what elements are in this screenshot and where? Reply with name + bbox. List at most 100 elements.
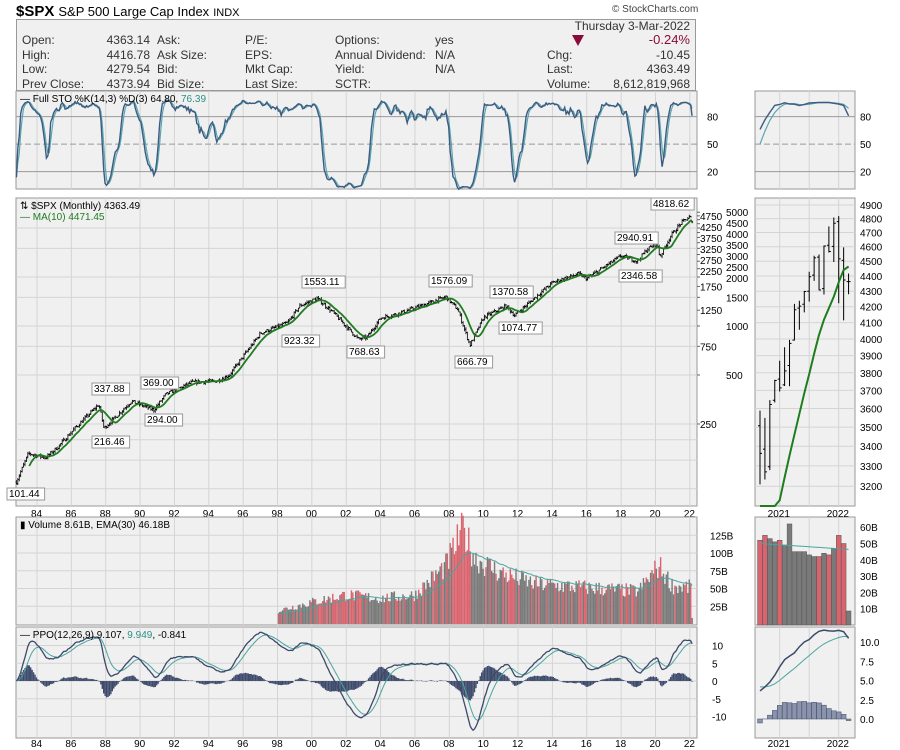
ppo-hist-bar [354, 681, 357, 690]
ppo-hist-bar [681, 673, 683, 681]
ppo-hist-bar [88, 679, 91, 681]
ppo-hist-bar [661, 681, 663, 687]
ppo-hist-bar [526, 678, 529, 681]
ppo-hist-bar [47, 681, 49, 686]
detail-volume-bar [772, 541, 778, 626]
quote-field: yes [435, 33, 454, 47]
ppo-hist-bar [377, 667, 380, 681]
volume-bar [432, 571, 434, 624]
volume-bar [515, 568, 517, 624]
ppo-hist-bar [52, 681, 55, 684]
ppo-hist-bar [529, 676, 532, 681]
ppo-hist-bar [611, 678, 613, 681]
volume-bar [293, 609, 295, 624]
detail-volume-bar [821, 553, 827, 626]
ppo-hist-bar [599, 680, 602, 681]
ppo-hist-bar [356, 681, 358, 689]
volume-bar [332, 593, 334, 624]
ppo-hist-bar [207, 681, 209, 685]
volume-bar [377, 603, 380, 624]
ppo-hist-bar [448, 681, 450, 683]
ppo-hist-bar [452, 681, 454, 686]
volume-bar [442, 579, 444, 624]
quote-values-4: yes N/A N/A [435, 33, 455, 91]
volume-bar [661, 576, 663, 624]
ppo-hist-bar [541, 676, 543, 681]
stockcharts-credit[interactable]: © StockCharts.com [612, 4, 699, 15]
volume-bar [639, 582, 642, 624]
volume-tick-label: 75B [710, 567, 728, 578]
volume-bar [565, 583, 567, 624]
ppo-hist-bar [334, 681, 337, 692]
ppo-hist-bar [40, 681, 42, 683]
ppo-hist-bar [206, 681, 208, 685]
volume-bar [403, 596, 406, 624]
volume-bar [327, 596, 330, 624]
ppo-hist-bar [586, 681, 589, 687]
ppo-hist-bar [274, 681, 277, 685]
ppo-hist-bar [582, 681, 585, 685]
volume-bar [334, 599, 337, 624]
detail-price-bar [836, 216, 841, 304]
ppo-hist-bar [480, 672, 483, 681]
quote-field: Prev Close: [22, 76, 85, 91]
volume-bar [462, 515, 464, 624]
volume-tick-label: 50B [710, 585, 728, 596]
ppo-hist-bar [217, 681, 219, 684]
volume-bar [641, 589, 643, 624]
volume-bar [558, 591, 560, 624]
detail-volume-ema [759, 543, 849, 550]
volume-bar [453, 554, 456, 624]
ppo-hist-bar [148, 681, 151, 686]
detail-ppo-tick: 0.0 [860, 715, 874, 726]
detail-price-tick: 3800 [860, 369, 883, 380]
ppo-hist-bar [87, 678, 89, 681]
volume-bar [529, 576, 532, 624]
ppo-hist-bar [652, 676, 655, 681]
ppo-hist-bar [634, 681, 636, 687]
x-tick-label: 08 [443, 739, 455, 750]
ppo-hist-bar [589, 681, 592, 686]
price-annotation: 923.32 [284, 336, 315, 347]
volume-bar [681, 591, 683, 624]
ppo-hist-bar [82, 678, 85, 681]
ppo-hist-bar [528, 677, 530, 681]
ppo-hist-bar [284, 681, 287, 685]
quote-field: P/E: [245, 33, 268, 47]
ppo-hist-bar [37, 679, 39, 681]
volume-bar [277, 613, 280, 624]
volume-bars [277, 512, 693, 624]
ppo-hist-bar [606, 678, 609, 681]
ppo-hist-bar [359, 681, 361, 687]
volume-bar [302, 603, 304, 624]
ppo-hist-bar [157, 681, 159, 684]
volume-bar [678, 585, 680, 624]
volume-bar [542, 590, 544, 624]
ppo-hist-bar [375, 671, 377, 681]
ppo-hist-bar [323, 681, 325, 689]
ppo-hist-bar [41, 681, 43, 684]
ppo-hist-bar [42, 681, 45, 686]
ppo-hist-bar [688, 677, 690, 681]
ppo-hist-bar [326, 681, 328, 691]
volume-bar [412, 595, 414, 624]
quote-field: Last: [547, 62, 574, 76]
ppo-hist-bar [588, 681, 590, 687]
detail-volume-bar [831, 548, 837, 626]
ppo-hist-bar [502, 674, 504, 681]
ppo-hist-bar [324, 681, 327, 690]
volume-bar [376, 600, 378, 624]
ppo-hist-bar [166, 674, 168, 681]
ppo-hist-bar [346, 681, 348, 692]
price-annotation: 666.79 [457, 357, 488, 368]
ppo-hist-bar [518, 681, 520, 685]
ppo-hist-bar [241, 673, 244, 681]
ppo-hist-bar [479, 676, 481, 681]
quote-field: Mkt Cap: [245, 62, 294, 76]
ppo-hist-bar [81, 678, 83, 681]
ppo-hist-bar [543, 675, 546, 681]
ppo-hist-bar [470, 681, 473, 699]
price-tick-label: 4000 [726, 230, 749, 241]
ppo-hist-bar [511, 681, 513, 683]
